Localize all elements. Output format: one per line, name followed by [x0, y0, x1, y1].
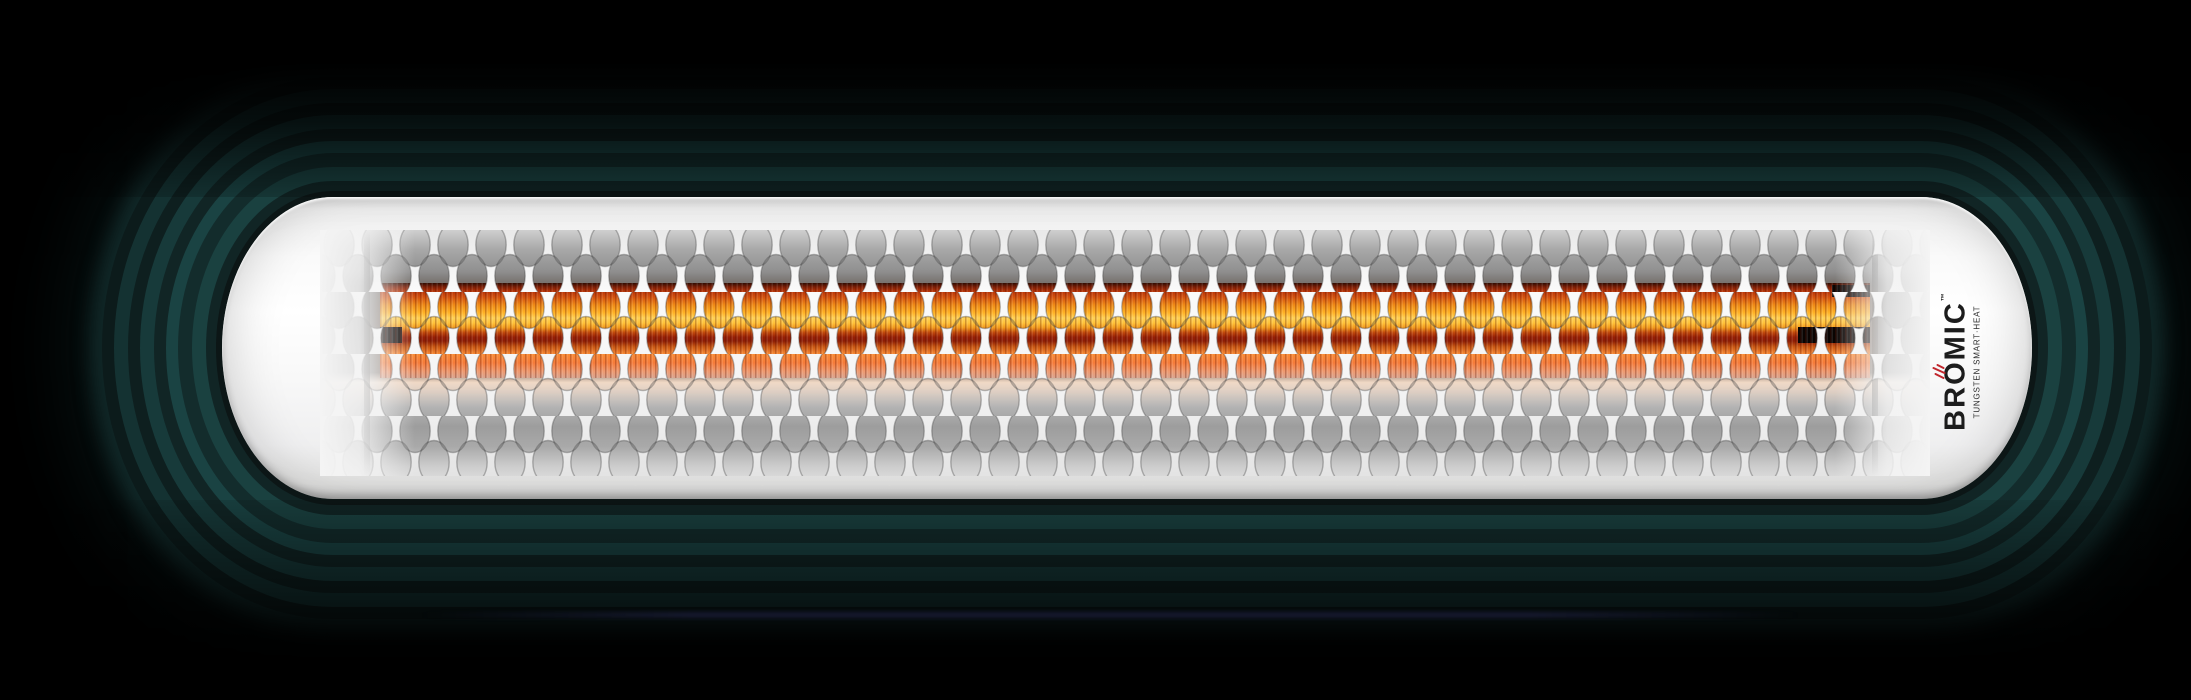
mesh-fade-left — [320, 230, 415, 476]
mesh-fade-right — [1835, 230, 1930, 476]
brand-logo: BROMIC™ TUNGSTEN SMART·HEAT — [1932, 252, 1982, 472]
chromatic-reflection — [420, 612, 1800, 618]
glow-fade-top — [0, 0, 2191, 197]
perforated-mesh-grill — [320, 230, 1930, 476]
heater-body: BROMIC™ TUNGSTEN SMART·HEAT — [222, 197, 2032, 499]
brand-letters-post: MIC — [1939, 301, 1972, 361]
flame-accent-icon — [1932, 363, 1946, 379]
brand-name: BROMIC™ — [1932, 293, 1972, 431]
brand-tagline: TUNGSTEN SMART·HEAT — [1972, 305, 1982, 419]
trademark-symbol: ™ — [1939, 293, 1949, 302]
brand-letters-pre: BR — [1939, 384, 1972, 431]
glow-fade-bottom — [0, 500, 2191, 700]
